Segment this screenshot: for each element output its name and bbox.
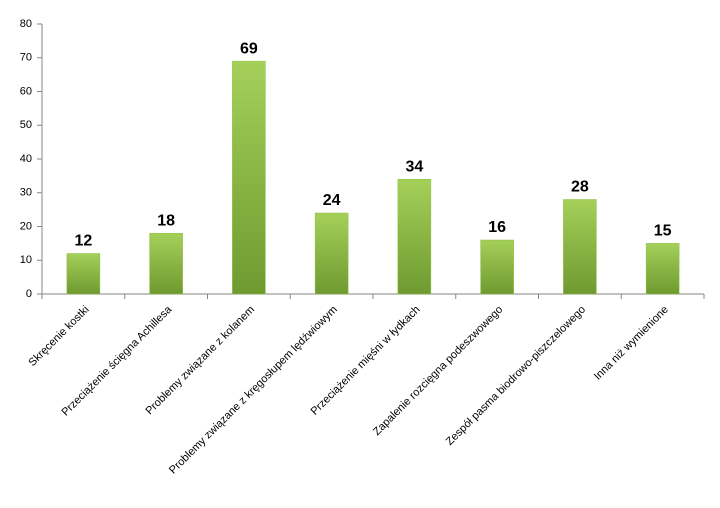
x-tick-label: Inna niż wymienione [592,304,671,383]
value-label: 18 [157,212,175,229]
y-tick-label: 10 [20,254,32,266]
bar [563,199,597,295]
bar [397,179,432,295]
bar [232,60,266,295]
value-label: 15 [654,223,672,240]
value-label: 69 [240,40,258,57]
bar [149,233,183,295]
bar [645,243,680,295]
y-tick-label: 80 [20,18,32,30]
value-label: 12 [74,233,92,250]
y-tick-label: 70 [20,52,32,64]
y-tick-label: 30 [20,187,32,199]
x-tick-label: Zespół pasma biodrowo-piszczelowego [444,304,588,448]
x-tick-label: Skręcenie kostki [26,304,91,369]
bar [314,212,349,295]
bar [66,253,101,295]
y-tick-label: 0 [26,288,32,300]
x-tick-label: Zapalenie rozcięgna podeszwowego [371,304,505,438]
value-label: 16 [488,219,506,236]
y-tick-label: 40 [20,153,32,165]
bar [480,239,514,295]
y-tick-label: 20 [20,220,32,232]
y-tick-label: 60 [20,85,32,97]
value-label: 24 [323,192,341,209]
y-tick-label: 50 [20,119,32,131]
value-label: 34 [405,158,423,175]
value-label: 28 [571,179,589,196]
x-tick-label: Problemy związane z kręgosłupem lędźwiow… [167,304,340,477]
